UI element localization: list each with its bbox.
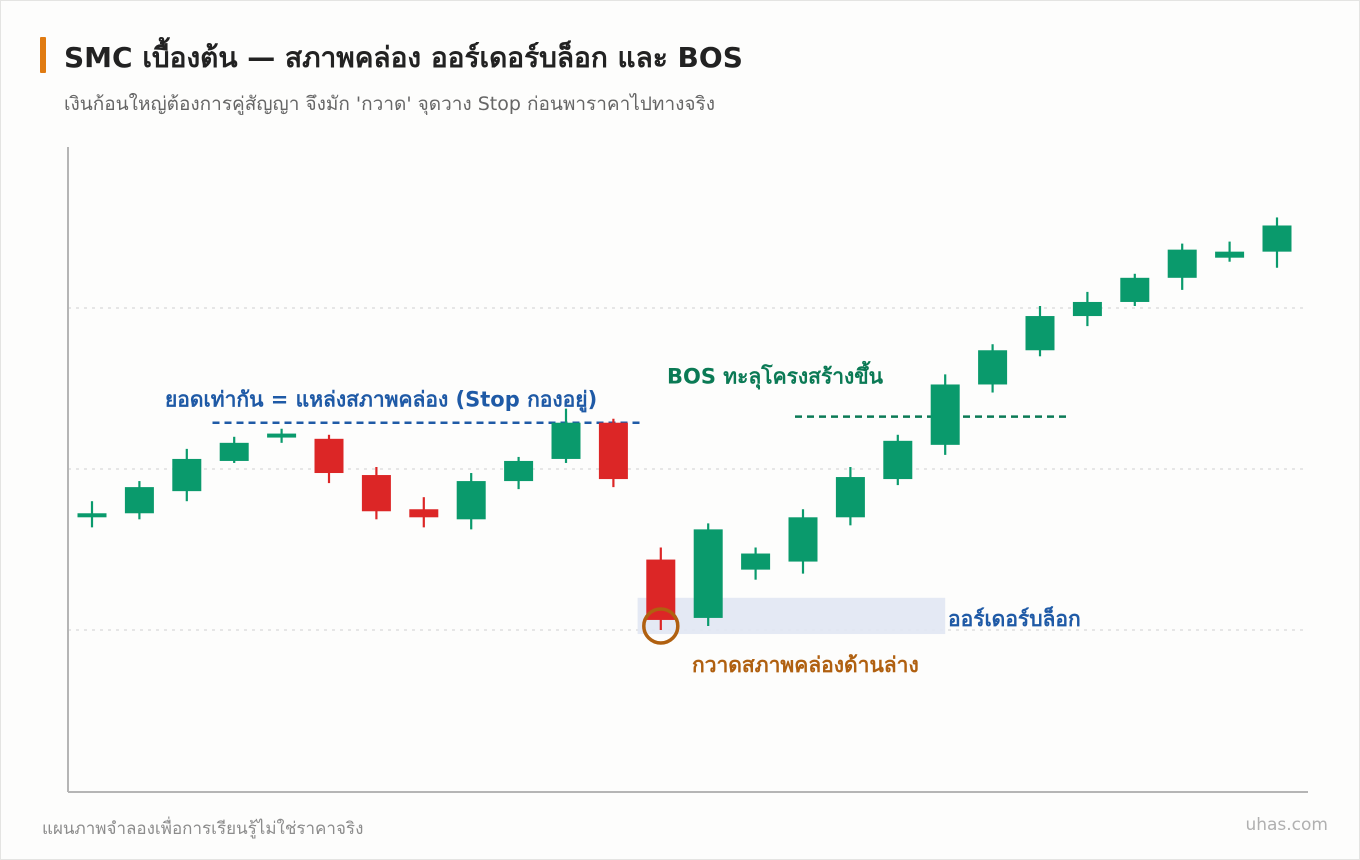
candle [314,434,344,484]
candle [741,547,771,580]
footer-note: แผนภาพจำลองเพื่อการเรียนรู้ไม่ใช่ราคาจริ… [42,819,364,839]
order-block-label: ออร์เดอร์บล็อก [948,605,1081,631]
candle [693,523,723,626]
candle-body [978,350,1008,385]
equal-highs-label: ยอดเท่ากัน = แหล่งสภาพคล่อง (Stop กองอยู… [165,388,597,414]
candle-body [1215,251,1245,258]
candle [504,456,534,490]
candle-body [1025,316,1055,351]
candles [77,217,1292,630]
candle [124,481,154,520]
candle-body [504,460,534,482]
candle [1120,273,1150,306]
candle [1215,241,1245,262]
candle-body [693,529,723,618]
candle-body [409,509,439,518]
candle [883,434,913,486]
candle-body [314,438,344,474]
gridlines [68,307,1308,631]
candle-body [267,433,297,438]
zones [637,597,946,635]
candle-body [172,458,202,492]
candle-body [1262,225,1292,252]
candle-body [551,422,581,459]
candle-body [598,422,628,480]
page-subtitle: เงินก้อนใหญ่ต้องการคู่สัญญา จึงมัก 'กวาด… [64,93,716,115]
markers [642,607,680,645]
candle [1072,291,1102,327]
candle [409,497,439,528]
candle-body [124,487,154,514]
candle-body [835,477,865,518]
axes [67,147,1308,793]
candle-body [788,517,818,562]
page-title: SMC เบื้องต้น — สภาพคล่อง ออร์เดอร์บล็อก… [64,41,743,74]
candle-body [1120,277,1150,302]
candle [456,473,486,530]
candle-body [77,513,107,518]
candle-body [1167,249,1197,278]
candle [77,501,107,528]
candle [1262,217,1292,268]
candle [172,448,202,502]
title-accent-bar [40,37,46,73]
candle-body [219,442,249,461]
candle [551,408,581,463]
candle-body [1072,301,1102,317]
candle [598,418,628,488]
candle [646,547,676,630]
candle [1167,243,1197,290]
candle [835,466,865,526]
candle [978,344,1008,393]
candle [361,466,391,520]
candle [930,374,960,455]
candle [1025,305,1055,357]
bos-label: BOS ทะลุโครงสร้างขึ้น [667,361,884,391]
footer-brand: uhas.com [1245,815,1328,835]
candle [788,509,818,574]
sweep-label: กวาดสภาพคล่องด้านล่าง [692,653,919,677]
candle [267,428,297,443]
candle [219,436,249,463]
candle-body [456,481,486,520]
order-block-zone [637,597,946,635]
candle-body [361,475,391,512]
candle-body [741,553,771,570]
candle-body [930,384,960,445]
sweep-circle-marker [642,607,680,645]
candle-body [883,440,913,480]
